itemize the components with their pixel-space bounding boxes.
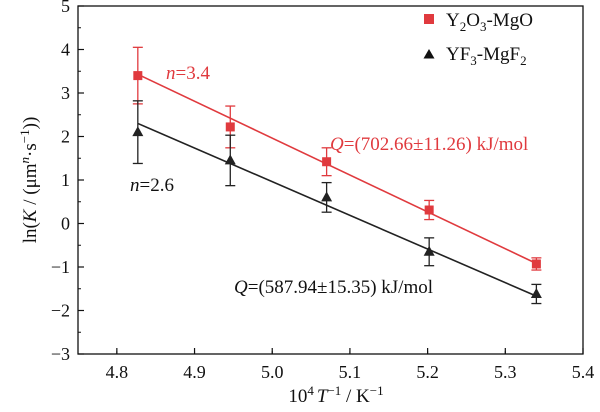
- x-label-post-sup: −1: [370, 383, 384, 398]
- x-tick-label-1: 4.9: [183, 362, 206, 382]
- x-label-var-sup: −1: [327, 383, 341, 398]
- point-y2o3-mgo-4: [531, 259, 541, 269]
- y-tick-label-1: 4: [61, 40, 70, 60]
- y-label-part-c: / (μm: [20, 163, 41, 209]
- point-yf3-mgf2-1: [224, 154, 236, 165]
- x-tick-label-2: 5.0: [261, 362, 284, 382]
- x-label-var: T: [317, 386, 329, 407]
- x-label-post: / K: [341, 386, 370, 407]
- y-label-part-g: )): [20, 117, 41, 130]
- point-y2o3-mgo-2: [322, 157, 332, 167]
- y-label-part-f: −1: [17, 129, 32, 143]
- x-tick-label-4: 5.2: [416, 362, 439, 382]
- y-tick-label-5: 0: [61, 214, 70, 234]
- y-tick-label-0: 5: [61, 0, 70, 16]
- point-y2o3-mgo-3: [424, 205, 434, 215]
- x-tick-label-3: 5.1: [339, 362, 362, 382]
- x-label-pre-sup: 4: [307, 383, 314, 398]
- y-axis-label: ln(K / (μmn·s−1)): [17, 117, 41, 244]
- y-label-part-e: ·s: [20, 143, 41, 157]
- point-y2o3-mgo-1: [225, 122, 235, 132]
- legend-label-yf3-mgf2: YF3-MgF2: [446, 44, 527, 68]
- annotation-n-yf3-mgf2: n=2.6: [130, 175, 174, 196]
- x-label-pre: 10: [288, 386, 307, 407]
- legend: Y2O3-MgO YF3-MgF2: [423, 10, 533, 68]
- x-tick-label-5: 5.3: [494, 362, 517, 382]
- y-tick-label-7: −2: [51, 301, 70, 321]
- y-tick-label-6: −1: [51, 257, 70, 277]
- annotation-q-y2o3-mgo: Q=(702.66±11.26) kJ/mol: [330, 134, 528, 155]
- y-tick-label-4: 1: [61, 170, 70, 190]
- point-yf3-mgf2-3: [423, 245, 435, 256]
- fit-line-yf3-mgf2: [137, 122, 537, 297]
- y-tick-label-2: 3: [61, 83, 70, 103]
- annotation-n-y2o3-mgo: n=3.4: [166, 63, 210, 84]
- legend-marker-y2o3-mgo: [424, 14, 434, 24]
- y-label-part-d: n: [17, 157, 32, 164]
- y-tick-label-8: −3: [51, 344, 70, 364]
- point-yf3-mgf2-2: [321, 191, 333, 202]
- point-yf3-mgf2-0: [132, 126, 144, 137]
- point-yf3-mgf2-4: [530, 287, 542, 298]
- y-label-part-b: K: [20, 208, 41, 223]
- legend-label-y2o3-mgo: Y2O3-MgO: [446, 10, 533, 34]
- legend-marker-yf3-mgf2: [423, 49, 435, 59]
- x-tick-label-6: 5.4: [572, 362, 595, 382]
- x-axis-label: 104 T−1 / K−1: [288, 383, 383, 407]
- y-label-part-a: ln(: [20, 222, 41, 243]
- y-tick-label-3: 2: [61, 127, 70, 147]
- annotation-q-yf3-mgf2: Q=(587.94±15.35) kJ/mol: [234, 277, 433, 298]
- fit-line-y2o3-mgo: [137, 73, 537, 265]
- x-tick-label-0: 4.8: [106, 362, 129, 382]
- point-y2o3-mgo-0: [133, 71, 143, 81]
- plot-area: 4.8 4.9 5.0 5.1 5.2 5.3 5.4 5 4 3 2 1 0 −1 −2 −3: [51, 0, 594, 382]
